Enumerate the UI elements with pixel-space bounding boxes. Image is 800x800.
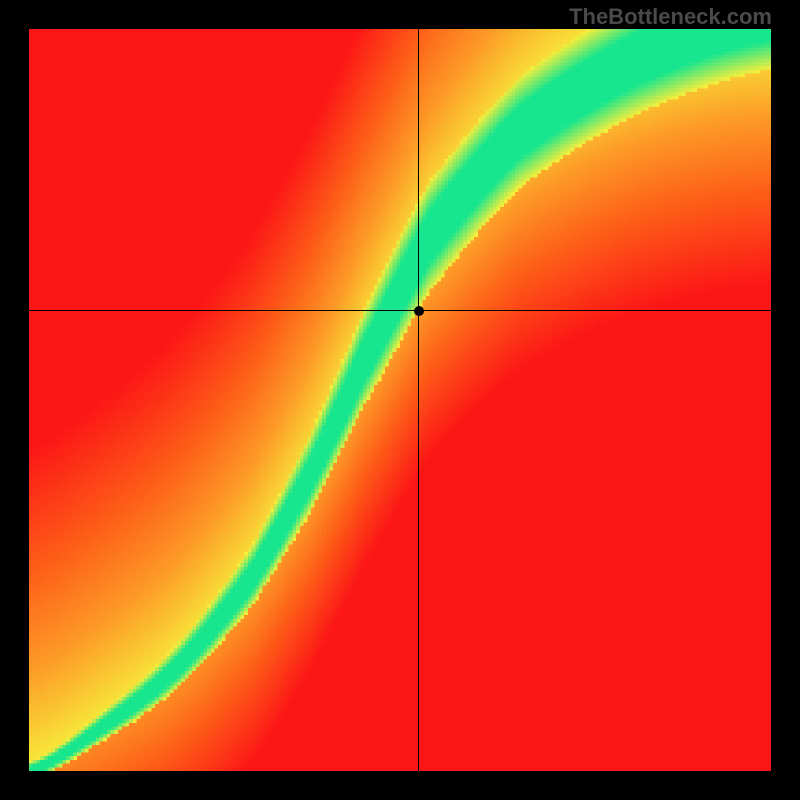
crosshair-horizontal <box>29 310 771 311</box>
crosshair-marker <box>414 306 424 316</box>
watermark-text: TheBottleneck.com <box>569 4 772 30</box>
chart-container: TheBottleneck.com <box>0 0 800 800</box>
crosshair-vertical <box>418 29 419 771</box>
bottleneck-heatmap <box>29 29 771 771</box>
